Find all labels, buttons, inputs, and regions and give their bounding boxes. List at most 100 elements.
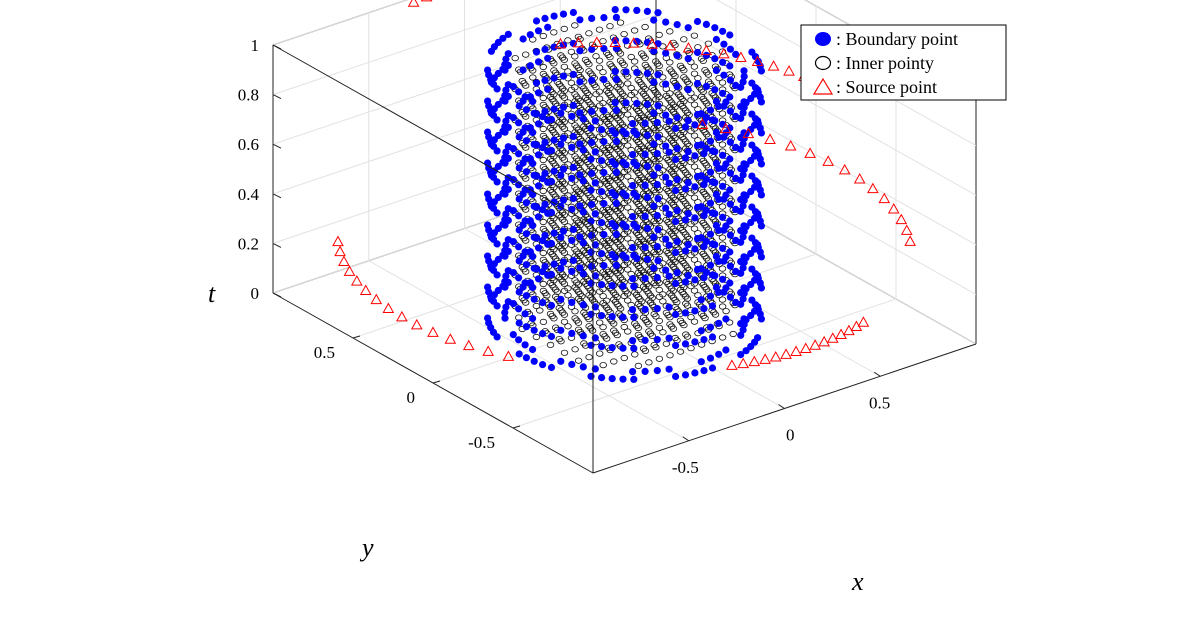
boundary-point: [654, 133, 662, 141]
source-point: [784, 140, 797, 151]
inner-point: [676, 317, 685, 324]
inner-point: [652, 58, 660, 65]
boundary-point: [630, 158, 638, 166]
boundary-point: [579, 115, 587, 123]
boundary-point: [641, 181, 649, 189]
inner-point: [634, 300, 643, 307]
boundary-point: [629, 213, 637, 221]
source-point: [717, 47, 730, 59]
boundary-point: [629, 151, 637, 159]
inner-point: [662, 309, 671, 316]
inner-point: [639, 252, 648, 259]
boundary-point: [737, 320, 745, 328]
source-point: [878, 192, 891, 204]
inner-point: [571, 346, 579, 353]
inner-point: [718, 303, 727, 310]
boundary-point: [509, 331, 517, 339]
inner-point: [585, 292, 593, 299]
source-point: [895, 213, 908, 225]
boundary-point: [737, 83, 745, 91]
boundary-point: [697, 327, 705, 335]
boundary-point: [515, 181, 523, 189]
boundary-point: [754, 334, 762, 342]
source-point: [838, 163, 851, 175]
boundary-point: [501, 283, 509, 291]
inner-point: [615, 279, 623, 286]
boundary-point: [522, 230, 531, 238]
boundary-point: [748, 141, 756, 149]
boundary-point: [633, 6, 641, 14]
boundary-point: [534, 182, 543, 190]
boundary-point: [550, 229, 558, 237]
boundary-point: [587, 341, 595, 349]
boundary-point: [665, 303, 673, 311]
boundary-point: [706, 323, 715, 331]
boundary-point: [612, 106, 621, 114]
boundary-point: [532, 79, 541, 87]
inner-point: [596, 164, 604, 171]
inner-point: [718, 296, 727, 303]
inner-point: [571, 215, 579, 222]
boundary-point: [742, 285, 750, 293]
boundary-point: [672, 341, 680, 350]
inner-point: [687, 345, 695, 352]
boundary-point: [598, 126, 606, 134]
inner-point: [599, 176, 607, 183]
boundary-point: [726, 186, 734, 194]
gridline: [512, 298, 897, 429]
boundary-point: [493, 271, 501, 279]
inner-point: [615, 248, 623, 255]
boundary-point: [722, 253, 730, 261]
boundary-point: [706, 230, 715, 238]
x-tick-mark: [682, 436, 690, 442]
inner-point: [532, 302, 541, 310]
boundary-point: [515, 243, 523, 251]
inner-point: [666, 28, 674, 35]
boundary-point: [619, 127, 627, 135]
inner-point: [555, 150, 563, 157]
boundary-point: [559, 196, 568, 204]
boundary-point: [700, 305, 708, 313]
boundary-point: [708, 240, 717, 248]
boundary-point: [598, 374, 606, 382]
boundary-point: [608, 313, 616, 321]
inner-point: [620, 199, 628, 207]
boundary-point: [719, 27, 727, 35]
boundary-point: [579, 239, 587, 247]
source-point: [857, 316, 870, 327]
boundary-point: [568, 205, 576, 213]
boundary-point: [530, 357, 538, 365]
inner-point: [662, 216, 671, 223]
boundary-point: [569, 8, 578, 17]
boundary-point: [522, 168, 531, 176]
inner-point: [550, 29, 558, 36]
boundary-point: [534, 120, 543, 128]
boundary-point: [697, 296, 705, 304]
inner-point: [690, 101, 699, 108]
inner-point: [634, 331, 643, 338]
boundary-point: [726, 200, 735, 208]
boundary-point: [576, 47, 584, 55]
inner-point: [634, 238, 643, 245]
inner-point: [655, 293, 664, 300]
inner-point: [690, 194, 699, 201]
source-point: [887, 203, 900, 214]
inner-point: [539, 187, 547, 195]
boundary-point: [629, 244, 637, 252]
boundary-point: [665, 210, 673, 218]
boundary-point: [541, 14, 549, 22]
boundary-point: [502, 179, 510, 187]
inner-point: [571, 284, 579, 291]
boundary-point: [643, 131, 652, 139]
inner-point: [574, 33, 583, 40]
boundary-point: [515, 350, 523, 358]
inner-point: [546, 310, 555, 317]
source-point: [444, 333, 457, 344]
boundary-point: [530, 326, 538, 334]
y-tick-mark: [352, 335, 361, 339]
boundary-point: [539, 206, 547, 214]
inner-point: [687, 97, 695, 104]
boundary-point: [502, 272, 510, 280]
boundary-point: [579, 363, 587, 371]
source-point: [343, 265, 356, 276]
